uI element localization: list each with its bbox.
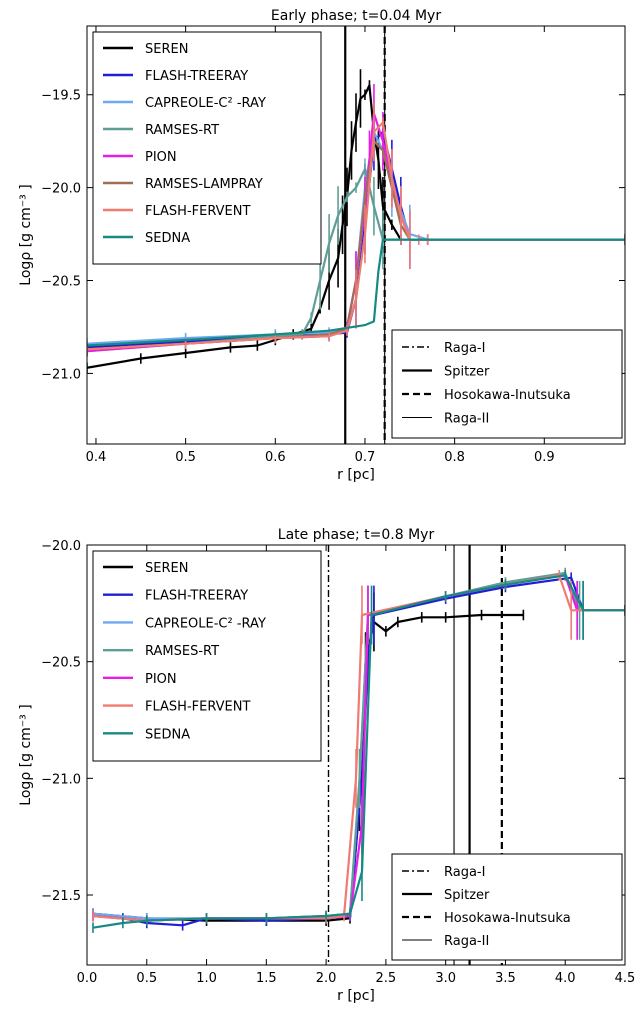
x-axis-label: r [pc] [337,988,375,1004]
plot-area [87,26,625,444]
legend-entry: RAMSES-RT [145,123,219,138]
chart-panel-2: Late phase; t=0.8 Myr 0.0 0.5 1.0 1.5 2.0 2.5 3… [18,527,635,1004]
x-tick-label: 4.0 [555,971,576,986]
x-axis-label: r [pc] [337,467,375,483]
x-tick-label: 3.0 [435,971,456,986]
x-tick-label: 0.4 [86,450,107,465]
x-tick-label: 0.9 [534,450,555,465]
chart-title: Late phase; t=0.8 Myr [278,527,435,543]
legend-entry: FLASH-FERVENT [145,204,250,219]
y-tick-label: −20.0 [41,539,81,554]
legend-entry: Spitzer [444,365,490,380]
legend-entry: Hosokawa-Inutsuka [444,911,571,926]
x-tick-label: 2.5 [376,971,397,986]
chart-panel-1: Early phase; t=0.04 Myr 0.4 0.5 0.6 0.7 0.8 0.… [18,8,626,483]
analytic-legend: Raga-I Spitzer Hosokawa-Inutsuka Raga-II [391,853,623,961]
axes-frame [86,544,626,966]
y-tick-label: −19.5 [41,89,81,104]
axes-frame [86,25,626,445]
legend-box [92,31,322,265]
y-axis-label: Logρ [g cm⁻³ ] [18,184,34,285]
x-tick-label: 0.8 [444,450,465,465]
x-tick-label: 0.7 [355,450,376,465]
legend-box [391,329,623,439]
y-axis-label: Logρ [g cm⁻³ ] [18,704,34,805]
legend-entry: Raga-II [444,412,489,427]
legend-entry: Raga-I [444,865,485,880]
series-legend: SEREN FLASH-TREERAY CAPREOLE-C² -RAY RAMSES… [92,31,322,265]
chart-title: Early phase; t=0.04 Myr [271,8,441,24]
legend-entry: SEREN [145,42,188,57]
x-tick-label: 0.0 [77,971,98,986]
legend-entry: Raga-II [444,934,489,949]
x-tick-label: 0.6 [265,450,286,465]
legend-entry: SEREN [145,561,188,576]
series-line-sedna [92,574,625,929]
y-tick-label: −21.0 [41,772,81,787]
legend-entry: SEDNA [145,727,190,742]
x-tick-label: 1.0 [196,971,217,986]
x-tick-label: 4.5 [615,971,635,986]
legend-entry: FLASH-TREERAY [145,69,248,84]
legend-entry: RAMSES-LAMPRAY [145,177,263,192]
x-tick-label: 0.5 [175,450,196,465]
legend-entry: Raga-I [444,341,485,356]
legend-entry: Spitzer [444,888,490,903]
y-tick-label: −21.0 [41,367,81,382]
legend-box [92,550,322,762]
y-tick-label: −20.5 [41,275,81,290]
y-tick-label: −21.5 [41,889,81,904]
legend-box [391,853,623,961]
legend-entry: PION [145,672,177,687]
legend-entry: FLASH-FERVENT [145,700,250,715]
legend-entry: CAPREOLE-C² -RAY [145,616,266,631]
series-line-flash-treeray [92,576,625,927]
legend-entry: FLASH-TREERAY [145,589,248,604]
x-tick-label: 3.5 [495,971,516,986]
x-tick-label: 0.5 [136,971,157,986]
legend-entry: SEDNA [145,231,190,246]
legend-entry: RAMSES-RT [145,644,219,659]
legend-entry: PION [145,150,177,165]
y-tick-label: −20.0 [41,182,81,197]
series-line-sedna [87,238,625,347]
plot-area [92,545,625,965]
y-tick-label: −20.5 [41,656,81,671]
x-tick-label: 1.5 [256,971,277,986]
x-tick-label: 2.0 [316,971,337,986]
legend-entry: Hosokawa-Inutsuka [444,388,571,403]
series-legend: SEREN FLASH-TREERAY CAPREOLE-C² -RAY RAMSES… [92,550,322,762]
analytic-legend: Raga-I Spitzer Hosokawa-Inutsuka Raga-II [391,329,623,439]
legend-entry: CAPREOLE-C² -RAY [145,96,266,111]
